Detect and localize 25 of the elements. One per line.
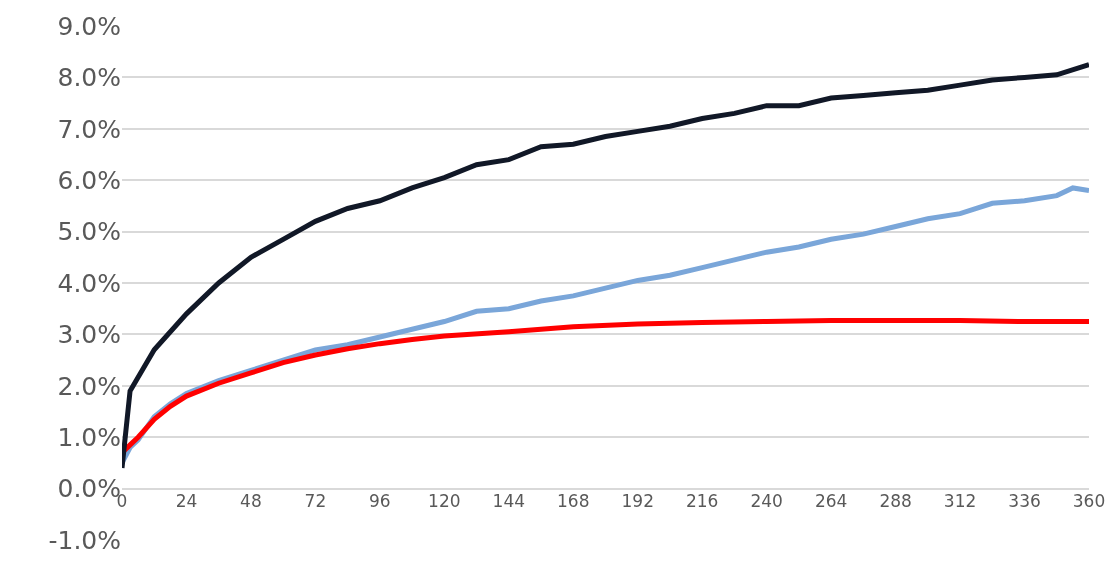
y-tick-label: 1.0% (57, 422, 121, 452)
y-tick-label: 5.0% (57, 217, 121, 247)
x-tick-label: 72 (304, 490, 327, 511)
y-tick-label: 3.0% (57, 320, 121, 350)
y-tick-label: 7.0% (57, 114, 121, 144)
x-tick-label: 264 (814, 490, 848, 511)
x-tick-label: 288 (879, 490, 912, 511)
x-tick-label: 216 (685, 490, 719, 511)
y-tick-label: 9.0% (57, 11, 121, 41)
y-tick-label: -1.0% (48, 525, 121, 555)
x-tick-label: 24 (175, 490, 198, 511)
x-tick-label: 144 (492, 490, 526, 511)
y-tick-label: 8.0% (57, 63, 121, 93)
x-tick-label: 120 (428, 490, 461, 511)
x-tick-label: 48 (240, 490, 262, 511)
x-tick-label: 312 (943, 490, 977, 511)
x-tick-label: 336 (1008, 490, 1041, 511)
y-tick-label: 4.0% (57, 268, 121, 298)
x-tick-label: 240 (750, 490, 783, 511)
y-tick-label: 6.0% (57, 165, 121, 195)
x-tick-label: 168 (557, 490, 590, 511)
x-tick-label: 192 (621, 490, 654, 511)
y-tick-label: 2.0% (57, 371, 121, 401)
x-tick-label: 96 (369, 490, 391, 511)
x-tick-label: 360 (1072, 490, 1106, 511)
